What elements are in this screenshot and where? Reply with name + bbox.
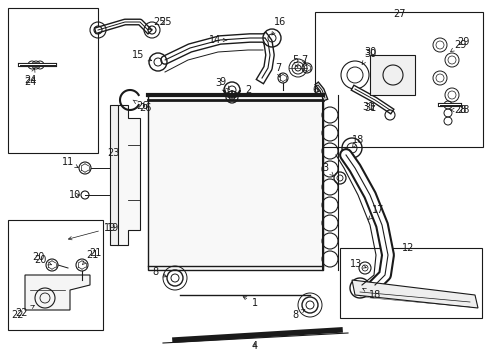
Text: 26: 26 [133,100,148,111]
Text: 14: 14 [208,35,226,45]
Bar [148,95,323,270]
Text: 22: 22 [16,305,34,318]
Text: 25: 25 [159,17,171,27]
Text: 24: 24 [24,69,36,85]
Text: 29: 29 [450,40,465,51]
Text: 19: 19 [68,223,116,240]
Text: 3: 3 [215,78,225,91]
Polygon shape [117,105,140,245]
Text: 8: 8 [152,267,166,277]
Text: 29: 29 [456,37,468,47]
Polygon shape [369,55,414,95]
Text: 17: 17 [367,205,384,220]
Polygon shape [351,280,477,308]
Text: 6: 6 [311,85,319,95]
Text: 18: 18 [351,135,364,148]
Text: 18: 18 [362,288,380,300]
Text: 3: 3 [321,163,333,176]
Text: 13: 13 [349,259,366,269]
Text: 28: 28 [450,105,465,115]
Text: 31: 31 [363,103,375,113]
Text: 16: 16 [271,17,285,35]
Text: 21: 21 [82,250,98,265]
Polygon shape [25,275,90,310]
Text: 23: 23 [106,148,119,158]
Text: 4: 4 [251,341,258,351]
Text: 20: 20 [34,255,52,265]
Text: 24: 24 [24,77,36,87]
Text: 15: 15 [132,50,151,61]
Text: 2: 2 [233,85,251,96]
Text: 7: 7 [300,55,306,65]
Text: 31: 31 [361,102,373,112]
Bar [8,8,98,153]
Text: 11: 11 [62,157,78,168]
Text: 27: 27 [393,9,406,19]
Text: 30: 30 [362,49,375,64]
Text: 8: 8 [291,310,304,320]
Text: 22: 22 [12,310,24,320]
Text: 25: 25 [148,17,166,30]
Text: 5: 5 [291,55,298,68]
Bar [8,220,103,330]
Text: 19: 19 [107,223,119,233]
Text: 30: 30 [363,47,375,57]
Text: 26: 26 [139,103,151,113]
Text: 12: 12 [401,243,413,253]
Text: 20: 20 [32,252,44,262]
Text: 21: 21 [89,248,101,258]
Text: 10: 10 [69,190,81,200]
Text: 7: 7 [274,63,281,77]
Bar [314,12,482,147]
Bar [339,248,481,318]
Text: 1: 1 [243,297,258,308]
Bar [110,105,118,245]
Text: 28: 28 [456,105,468,115]
Text: 9: 9 [219,77,229,90]
